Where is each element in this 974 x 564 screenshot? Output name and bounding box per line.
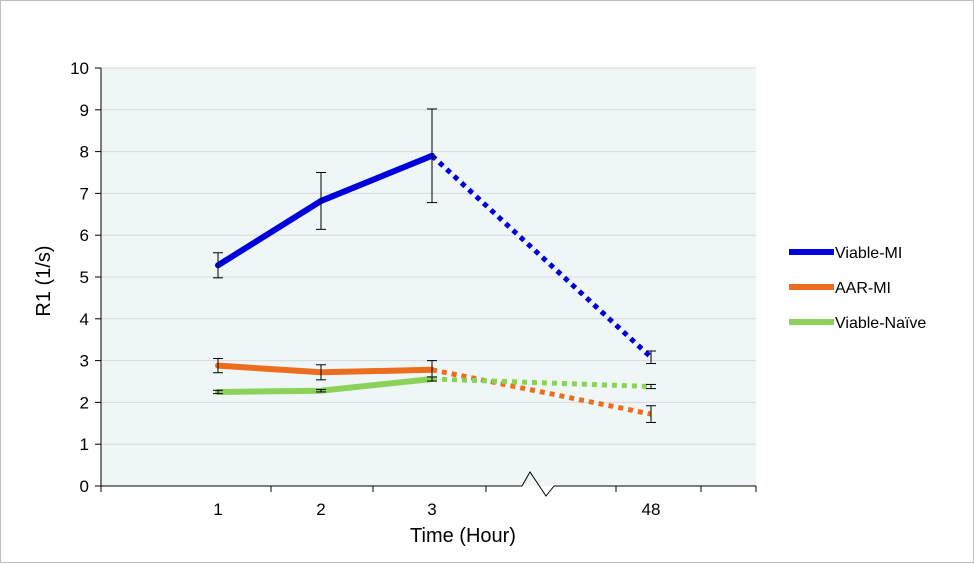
y-tick-label-5: 5 <box>80 268 89 287</box>
x-tick-label-1: 1 <box>213 500 222 519</box>
legend: Viable-MI AAR-MI Viable-Naïve <box>789 245 926 332</box>
series-line-dotted-2 <box>431 376 652 390</box>
y-tick-label-8: 8 <box>80 143 89 162</box>
x-tick-label-2: 2 <box>316 500 325 519</box>
series-line-dotted-1 <box>431 367 652 417</box>
y-tick-label-9: 9 <box>80 101 89 120</box>
y-tick-label-7: 7 <box>80 184 89 203</box>
axes <box>95 67 757 497</box>
x-axis-break <box>521 471 555 497</box>
series-lines <box>213 108 656 423</box>
series-AAR-MI <box>213 358 656 423</box>
x-axis-title: Time (Hour) <box>410 525 516 547</box>
y-tick-label-6: 6 <box>80 226 89 245</box>
legend-label-0: Viable-MI <box>835 245 902 262</box>
y-tick-label-4: 4 <box>80 310 89 329</box>
series-Viable-MI <box>213 108 656 365</box>
y-axis-title: R1 (1/s) <box>33 245 55 316</box>
y-tick-label-10: 10 <box>70 59 89 78</box>
y-tick-label-0: 0 <box>80 477 89 496</box>
y-tick-label-2: 2 <box>80 393 89 412</box>
legend-label-2: Viable-Naïve <box>835 315 926 332</box>
y-tick-label-1: 1 <box>80 435 89 454</box>
x-tick-label-48: 48 <box>642 500 661 519</box>
tick-labels: 0 1 2 3 4 5 6 7 8 9 10 1 2 3 48 <box>70 59 660 519</box>
y-tick-label-3: 3 <box>80 352 89 371</box>
legend-label-1: AAR-MI <box>835 280 891 297</box>
x-tick-label-3: 3 <box>427 500 436 519</box>
series-Viable-Naïve <box>213 375 656 395</box>
